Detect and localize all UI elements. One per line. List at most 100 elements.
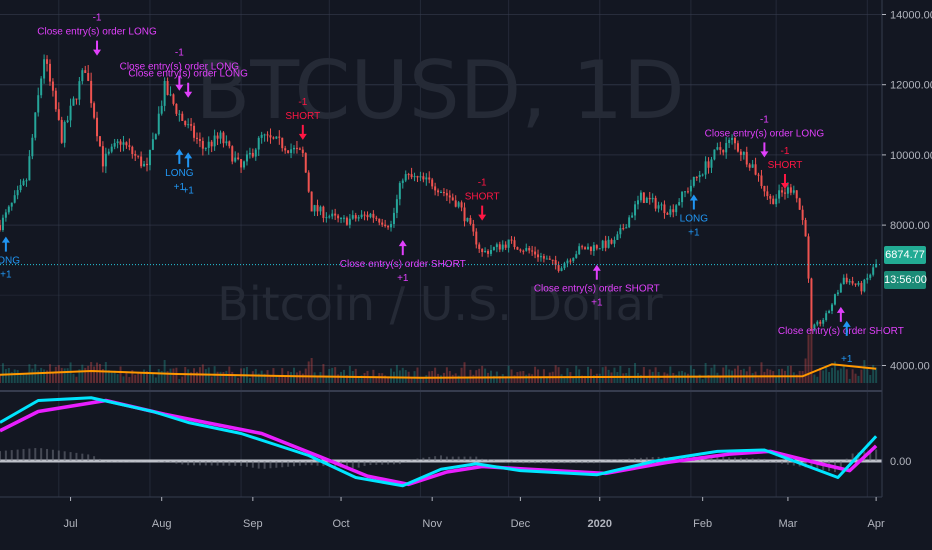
volume-bar <box>416 367 419 383</box>
oscillator-histogram-bar <box>345 461 348 468</box>
candle-body <box>43 59 46 79</box>
candle-body <box>519 249 522 251</box>
candle-body <box>795 190 798 199</box>
candle-body <box>325 217 328 219</box>
signal-arrow-head <box>836 306 845 313</box>
candle-body <box>704 161 707 175</box>
volume-bar <box>166 371 169 383</box>
candle-body <box>807 236 810 279</box>
candle-body <box>489 249 492 254</box>
volume-bar <box>16 370 19 383</box>
oscillator-histogram-bar <box>10 450 13 461</box>
candle-body <box>442 192 445 194</box>
volume-bar <box>390 368 393 383</box>
volume-bar <box>31 368 34 383</box>
oscillator-histogram-bar <box>293 461 295 467</box>
volume-bar <box>819 367 822 383</box>
volume-bar <box>193 368 196 383</box>
signal-label: LONG <box>0 256 20 267</box>
candle-body <box>828 310 831 314</box>
oscillator-histogram-bar <box>728 457 731 461</box>
candle-body <box>175 103 178 114</box>
signal-label: Close entry(s) order LONG <box>37 27 157 38</box>
candle-body <box>363 214 366 216</box>
volume-bar <box>54 366 57 383</box>
volume-bar <box>525 374 528 383</box>
candle-body <box>216 135 219 139</box>
candle-body <box>307 172 310 192</box>
candle-body <box>366 214 369 218</box>
candle-body <box>836 292 839 295</box>
oscillator-histogram-bar <box>392 461 395 465</box>
candle-body <box>539 256 542 258</box>
candle-body <box>510 239 513 241</box>
oscillator-histogram-bar <box>645 457 648 461</box>
volume-bar <box>666 373 669 383</box>
volume-bar <box>872 364 875 383</box>
candle-body <box>651 197 654 200</box>
volume-bar <box>178 379 181 383</box>
oscillator-histogram-bar <box>228 461 231 466</box>
candle-body <box>201 140 204 149</box>
oscillator-histogram-bar <box>304 461 307 466</box>
candle-body <box>501 244 504 250</box>
candle-body <box>228 141 231 147</box>
time-tick-label: 2020 <box>588 518 612 530</box>
candle-body <box>275 136 278 139</box>
candle-body <box>154 134 157 140</box>
candle-body <box>854 283 857 285</box>
volume-bar <box>72 373 75 383</box>
candle-body <box>237 157 240 160</box>
oscillator-histogram-bar <box>551 461 554 464</box>
oscillator-histogram-bar <box>651 457 654 461</box>
volume-bar <box>531 374 534 383</box>
volume-bar <box>625 373 628 383</box>
candle-body <box>466 217 469 222</box>
candle-body <box>484 250 487 253</box>
oscillator-histogram-bar <box>281 461 284 468</box>
candle-body <box>848 280 851 283</box>
volume-bar <box>172 368 175 383</box>
volume-bar <box>375 377 378 383</box>
volume-bar <box>507 365 510 383</box>
candle-body <box>342 217 345 219</box>
volume-bar <box>275 375 278 383</box>
candle-body <box>157 113 160 135</box>
oscillator-fast-line <box>0 396 878 488</box>
candle-body <box>631 215 634 218</box>
oscillator-histogram-bar <box>204 461 207 466</box>
oscillator-histogram-bar <box>187 461 190 466</box>
volume-bar <box>472 374 475 383</box>
volume-bar <box>722 367 725 383</box>
volume-bar <box>833 361 836 383</box>
volume-bar <box>613 367 616 383</box>
volume-bar <box>513 375 516 383</box>
candle-body <box>736 143 739 152</box>
volume-bar <box>807 334 810 383</box>
candle-body <box>669 209 672 215</box>
volume-bar <box>119 366 122 383</box>
oscillator-histogram-bar <box>210 461 213 466</box>
volume-bar <box>492 375 495 383</box>
candle-body <box>739 151 742 155</box>
candle-body <box>93 103 96 118</box>
candle-body <box>584 247 587 250</box>
candle-body <box>839 284 842 293</box>
volume-bar <box>634 363 637 383</box>
volume-bar <box>387 376 390 383</box>
oscillator-histogram-bar <box>475 456 478 461</box>
candle-body <box>801 209 804 221</box>
volume-bar <box>719 375 722 383</box>
candle-body <box>410 174 413 178</box>
oscillator-histogram-bar <box>722 456 725 461</box>
candle-body <box>254 149 257 157</box>
candle-body <box>143 163 146 167</box>
volume-bar <box>689 365 692 383</box>
oscillator-histogram-bar <box>410 459 413 461</box>
candle-body <box>25 180 28 182</box>
candle-body <box>507 239 510 248</box>
volume-bar <box>384 375 387 383</box>
candle-body <box>313 205 316 212</box>
volume-bar <box>360 375 363 383</box>
